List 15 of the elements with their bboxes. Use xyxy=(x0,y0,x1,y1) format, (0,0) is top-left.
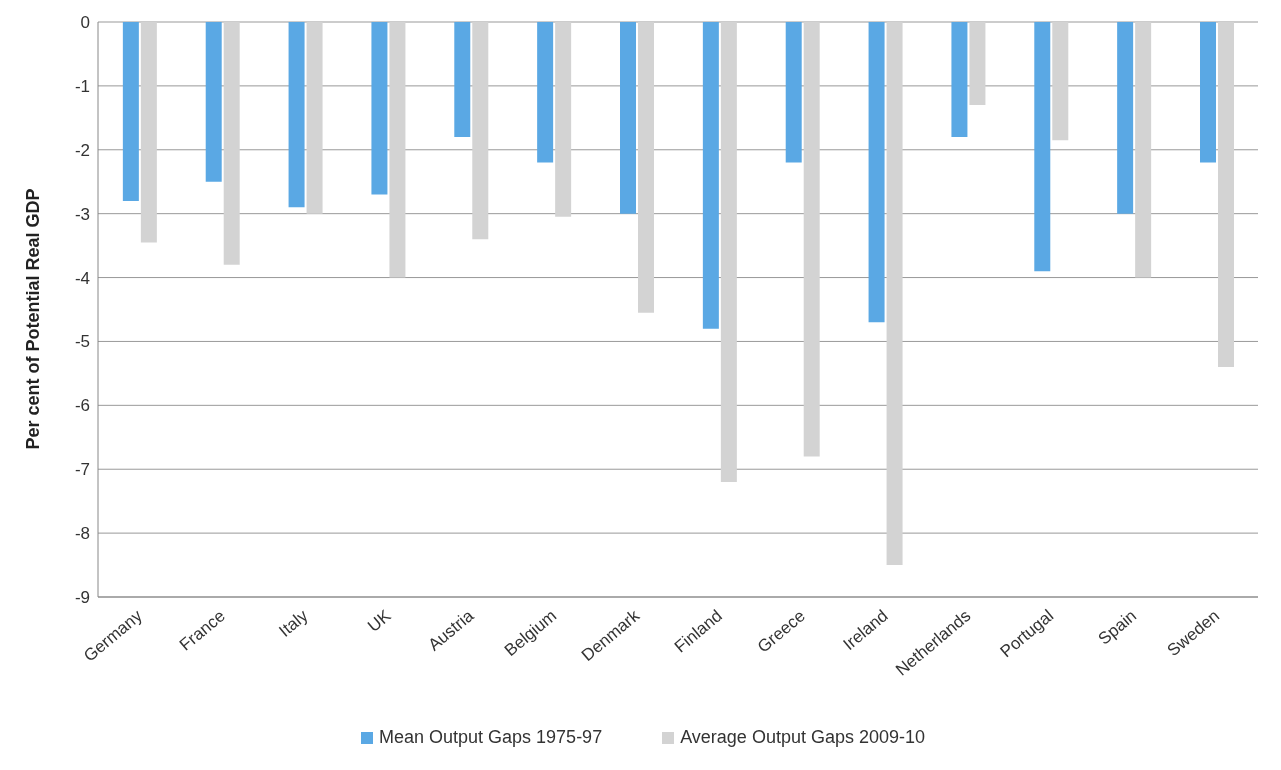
x-tick-label: Italy xyxy=(275,605,312,641)
y-tick-label: 0 xyxy=(80,13,90,33)
y-tick-label: -2 xyxy=(74,140,90,160)
y-tick-label: -6 xyxy=(74,396,90,416)
y-tick-label: -4 xyxy=(74,268,90,288)
legend-label: Average Output Gaps 2009-10 xyxy=(679,727,925,748)
x-tick-label: UK xyxy=(364,605,395,636)
y-tick-label: -8 xyxy=(74,524,90,544)
y-tick-label: -1 xyxy=(74,76,90,96)
y-tick-label: -3 xyxy=(74,204,90,224)
y-tick-label: -7 xyxy=(74,460,90,480)
y-tick-label: -5 xyxy=(74,332,90,352)
legend-label: Mean Output Gaps 1975-97 xyxy=(378,727,603,748)
y-tick-label: -9 xyxy=(74,588,90,608)
y-axis-title: Per cent of Potential Real GDP xyxy=(23,188,44,450)
